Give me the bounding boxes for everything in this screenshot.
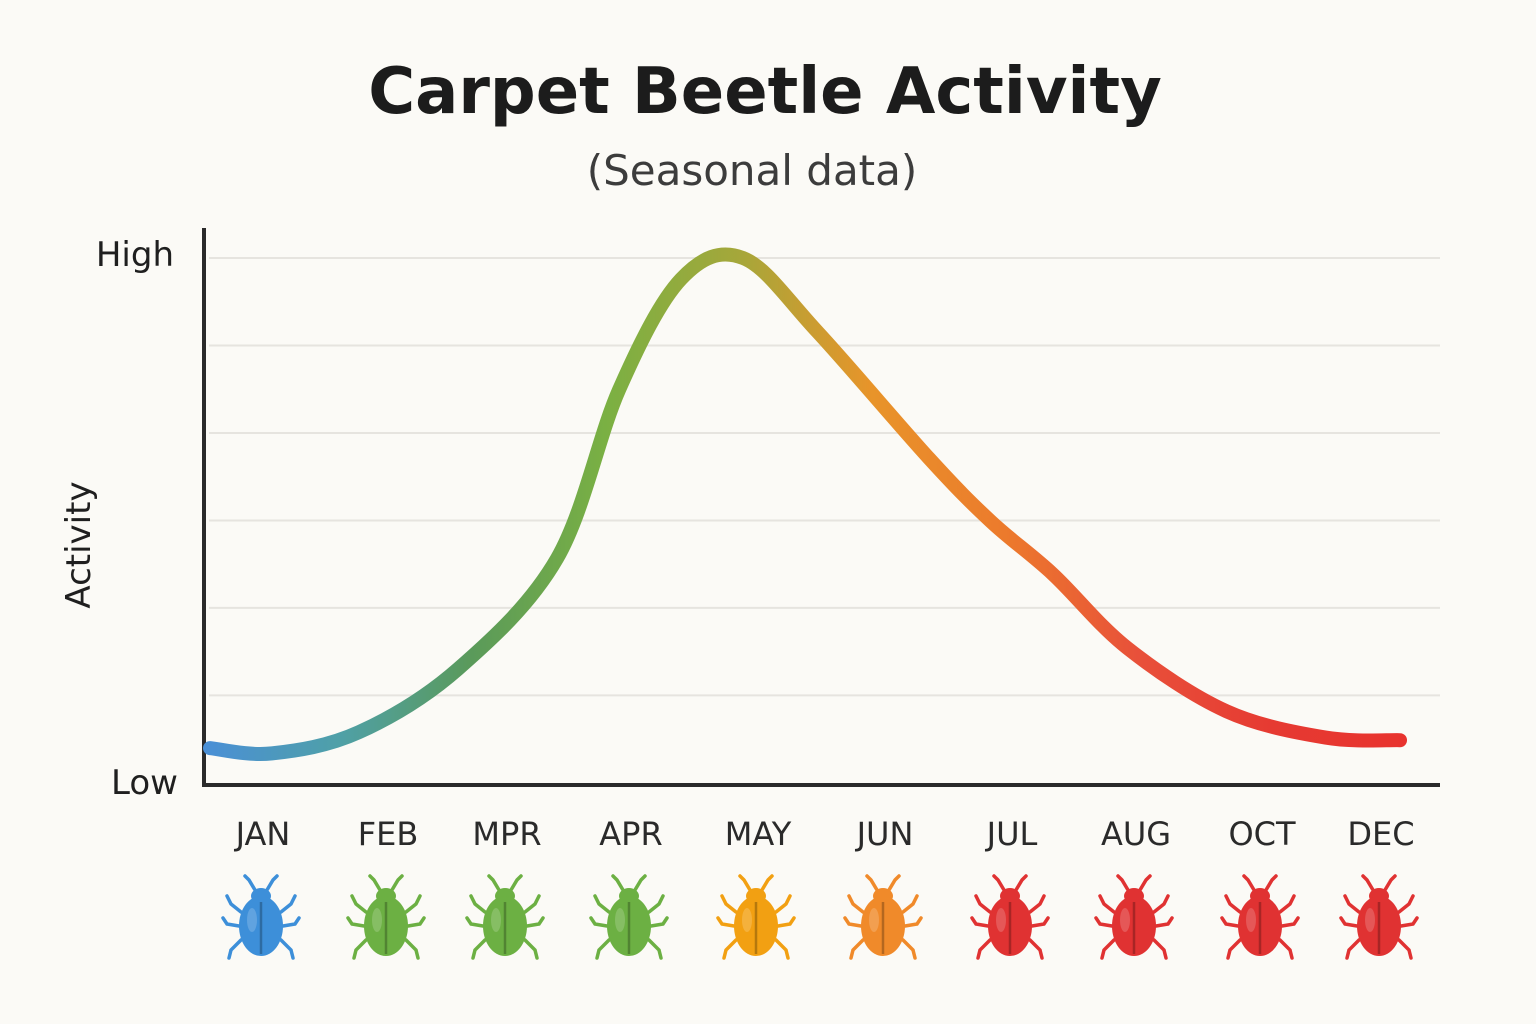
chart-title: Carpet Beetle Activity (368, 55, 1162, 129)
beetle-icon (843, 874, 923, 960)
x-tick-label: AUG (1101, 815, 1171, 853)
beetle-icons (221, 874, 1419, 960)
beetle-icon (589, 874, 669, 960)
beetle-icon (1220, 874, 1300, 960)
y-tick-low: Low (111, 763, 178, 803)
x-tick-label: JUN (855, 815, 914, 853)
month-labels: JAN FEB MPR APR MAY JUN JUL AUG OCT DEC (234, 815, 1415, 853)
x-tick-label: OCT (1228, 815, 1296, 853)
x-tick-label: JUL (985, 815, 1038, 853)
chart-subtitle: (Seasonal data) (587, 146, 918, 195)
activity-series-line (203, 247, 1407, 761)
beetle-icon (346, 874, 426, 960)
x-tick-label: FEB (358, 815, 419, 853)
x-tick-label: JAN (234, 815, 291, 853)
x-tick-label: APR (599, 815, 662, 853)
gridlines (209, 257, 1440, 697)
x-tick-label: MAY (725, 815, 792, 853)
y-tick-high: High (96, 235, 174, 275)
beetle-icon (1094, 874, 1174, 960)
beetle-icon (221, 874, 301, 960)
beetle-icon (716, 874, 796, 960)
y-axis-title: Activity (59, 481, 99, 608)
beetle-icon (465, 874, 545, 960)
x-tick-label: MPR (472, 815, 541, 853)
x-tick-label: DEC (1347, 815, 1414, 853)
beetle-icon (1339, 874, 1419, 960)
beetle-icon (970, 874, 1050, 960)
